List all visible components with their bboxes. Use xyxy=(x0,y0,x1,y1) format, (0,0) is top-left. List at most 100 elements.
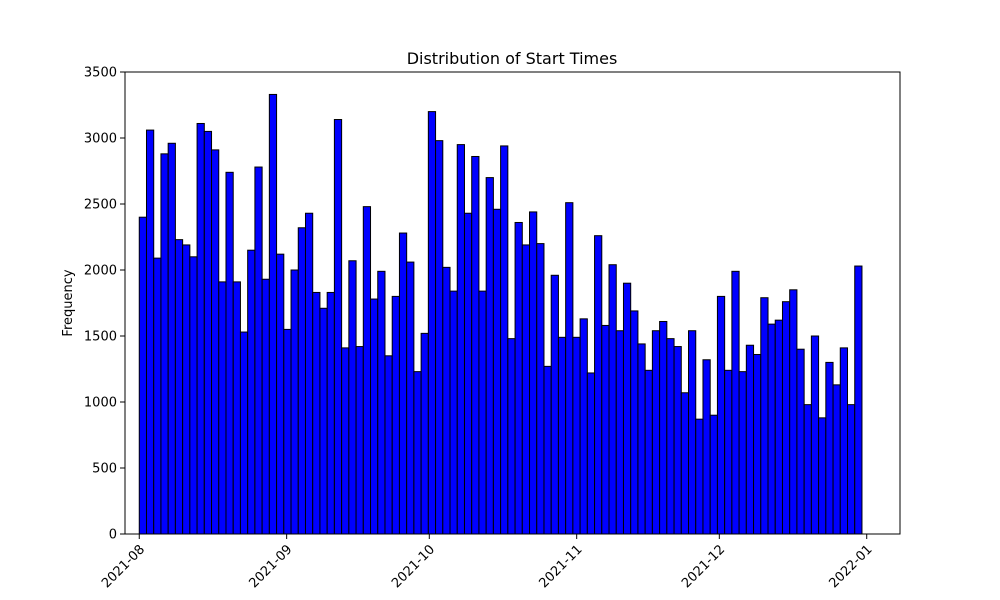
histogram-bar xyxy=(377,270,386,535)
bars-group xyxy=(138,93,863,535)
x-tick-label: 2021-08 xyxy=(99,542,148,591)
histogram-bar xyxy=(420,332,429,535)
x-tick-label: 2021-11 xyxy=(536,542,585,591)
histogram-bar xyxy=(738,371,747,535)
histogram-bar xyxy=(283,328,292,535)
histogram-bar xyxy=(507,338,516,535)
histogram-bar xyxy=(370,298,379,535)
histogram-bar xyxy=(688,330,697,535)
histogram-bar xyxy=(290,269,299,535)
histogram-bar xyxy=(160,153,169,535)
histogram-bar xyxy=(312,291,321,535)
histogram-bar xyxy=(695,418,704,535)
histogram-bar xyxy=(138,216,147,535)
x-tick-label: 2021-10 xyxy=(389,542,438,591)
histogram-bar xyxy=(196,122,205,535)
histogram-bar xyxy=(145,129,155,535)
histogram-bar xyxy=(594,235,603,535)
histogram-bar xyxy=(362,206,372,535)
histogram-bar xyxy=(832,384,841,535)
histogram-bar xyxy=(622,282,632,535)
histogram-bar xyxy=(254,166,263,535)
plot-frame xyxy=(124,71,901,535)
histogram-bar xyxy=(427,111,437,535)
histogram-bar xyxy=(406,261,415,535)
histogram-bar xyxy=(203,130,213,535)
histogram-bar xyxy=(514,221,523,535)
histogram-bar xyxy=(297,227,306,535)
y-tick-label: 0 xyxy=(109,528,117,543)
histogram-bar xyxy=(492,208,502,535)
y-tick-label: 3500 xyxy=(84,66,117,81)
y-tick-label: 1500 xyxy=(84,330,117,345)
histogram-bar xyxy=(810,335,820,535)
histogram-bar xyxy=(745,344,755,535)
histogram-bar xyxy=(304,212,314,535)
histogram-bar xyxy=(341,347,350,535)
histogram-bar xyxy=(247,249,256,535)
y-tick-label: 3000 xyxy=(84,132,117,147)
histogram-bar xyxy=(615,330,624,535)
x-tick-label: 2021-09 xyxy=(246,542,295,591)
y-tick-label: 1000 xyxy=(84,396,117,411)
histogram-bar xyxy=(847,404,856,535)
histogram-bar xyxy=(659,320,668,535)
histogram-bar xyxy=(673,346,682,535)
histogram-bar xyxy=(601,324,610,535)
histogram-bar xyxy=(557,336,567,535)
histogram-bar xyxy=(818,417,827,535)
histogram-bar xyxy=(167,142,176,535)
x-tick-label: 2022-01 xyxy=(827,542,876,591)
histogram-bar xyxy=(485,177,494,535)
chart-title: Distribution of Start Times xyxy=(407,49,618,68)
histogram-bar xyxy=(521,244,531,535)
histogram-bar xyxy=(781,301,791,535)
histogram-bar xyxy=(449,290,458,535)
x-tick-label: 2021-12 xyxy=(679,542,728,591)
histogram-bar xyxy=(716,295,726,535)
histogram-bar xyxy=(608,264,617,535)
histogram-bar xyxy=(854,265,863,535)
histogram-bar xyxy=(442,266,451,535)
histogram-bar xyxy=(413,371,422,535)
histogram-bar xyxy=(666,338,675,535)
histogram-bar xyxy=(839,347,849,535)
histogram-bar xyxy=(225,171,234,535)
histogram-bar xyxy=(333,119,343,535)
y-tick-label: 500 xyxy=(92,462,117,477)
histogram-bar xyxy=(572,336,581,535)
histogram-bar xyxy=(261,278,270,535)
histogram-bar xyxy=(579,318,588,535)
histogram-bar xyxy=(825,361,834,535)
histogram-bar xyxy=(218,281,227,535)
histogram-bar xyxy=(586,372,596,535)
histogram-bar xyxy=(529,211,538,535)
histogram-bar xyxy=(478,290,487,535)
histogram-bar xyxy=(731,270,740,535)
histogram-bar xyxy=(326,291,335,535)
histogram-bar xyxy=(500,145,509,535)
histogram-bar xyxy=(651,330,661,535)
histogram-bar xyxy=(767,323,776,535)
histogram-bar xyxy=(536,243,545,535)
histogram-bar xyxy=(774,319,783,535)
histogram-bar xyxy=(724,369,733,535)
histogram-bar xyxy=(463,212,473,535)
histogram-bar xyxy=(760,297,769,535)
histogram-bar xyxy=(753,353,762,535)
histogram-bar xyxy=(384,355,393,535)
histogram-bar xyxy=(456,144,465,535)
y-tick-label: 2000 xyxy=(84,264,117,279)
histogram-bar xyxy=(550,274,559,535)
histogram-bar xyxy=(391,295,400,535)
histogram-bar xyxy=(211,149,220,535)
x-axis-ticks: 2021-08 2021-09 2021-10 2021-11 2021-12 2022-… xyxy=(99,534,876,591)
histogram-bar xyxy=(189,256,198,535)
histogram-bar xyxy=(637,343,646,535)
histogram-bar xyxy=(796,348,805,535)
histogram-bar xyxy=(471,155,480,535)
y-tick-label: 2500 xyxy=(84,198,117,213)
histogram-bar xyxy=(398,232,408,535)
histogram-bar xyxy=(319,307,328,535)
